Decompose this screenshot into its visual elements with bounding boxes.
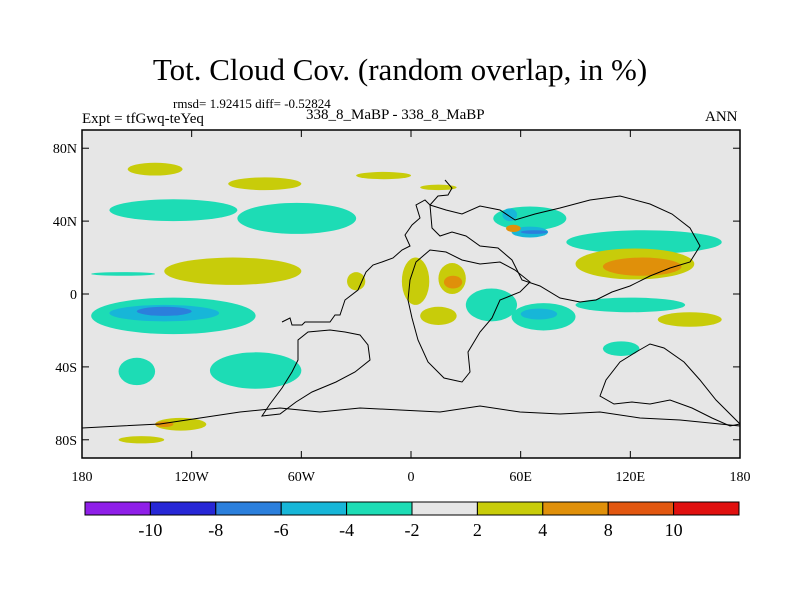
anomaly-region-0 xyxy=(109,199,238,222)
colorbar-label: -6 xyxy=(274,520,289,540)
colorbar-box xyxy=(84,501,151,516)
colorbar-label: 8 xyxy=(604,520,613,540)
x-tick-label: 60W xyxy=(288,470,316,485)
anomaly-region-19 xyxy=(209,352,302,389)
coastline-africa xyxy=(407,249,531,383)
colorbar-box xyxy=(346,501,413,516)
y-tick-label: 40S xyxy=(55,361,77,376)
anomaly-region-34 xyxy=(127,162,183,176)
anomaly-region-32 xyxy=(602,341,640,356)
colorbar-label: 2 xyxy=(473,520,482,540)
anomaly-region-30 xyxy=(575,297,686,313)
colorbar-box xyxy=(607,501,675,516)
colorbar-box xyxy=(149,501,217,516)
x-tick-label: 60E xyxy=(509,470,532,485)
anomaly-region-33 xyxy=(420,306,457,325)
anomaly-region-26 xyxy=(347,272,366,291)
anomaly-region-4 xyxy=(356,171,412,180)
coastline-south-america xyxy=(260,329,371,417)
colorbar-label: 10 xyxy=(665,520,683,540)
x-tick-label: 180 xyxy=(730,470,751,485)
case-label: 338_8_MaBP - 338_8_MaBP xyxy=(306,107,485,123)
x-tick-label: 0 xyxy=(408,470,415,485)
anomaly-region-14 xyxy=(164,257,302,285)
y-tick-label: 0 xyxy=(70,288,77,303)
coastline-north-america xyxy=(281,179,453,326)
coastline-eurasia xyxy=(429,195,701,303)
colorbar-box xyxy=(476,501,544,516)
anomaly-region-11 xyxy=(566,230,722,254)
anomaly-region-2 xyxy=(91,272,156,276)
anomaly-region-22 xyxy=(118,436,165,444)
colorbar-box xyxy=(673,501,740,516)
chart-title: Tot. Cloud Cov. (random overlap, in %) xyxy=(152,52,648,87)
colorbar-label: -8 xyxy=(208,520,223,540)
anomaly-region-3 xyxy=(228,177,302,191)
colorbar-label: -4 xyxy=(339,520,354,540)
colorbar-box xyxy=(542,501,609,516)
anomaly-region-29 xyxy=(520,308,558,320)
anomaly-region-1 xyxy=(237,202,357,234)
colorbar-label: 4 xyxy=(538,520,547,540)
y-tick-label: 40N xyxy=(53,215,77,230)
colorbar-box xyxy=(215,501,282,516)
anomaly-region-20 xyxy=(155,417,207,431)
colorbar-box xyxy=(280,501,348,516)
y-tick-label: 80S xyxy=(55,434,77,449)
x-tick-label: 180 xyxy=(72,470,93,485)
anomaly-region-25 xyxy=(443,275,463,289)
colorbar-label: -2 xyxy=(405,520,420,540)
season-label: ANN xyxy=(705,109,738,125)
anomaly-region-31 xyxy=(657,312,722,327)
stats-label: rmsd= 1.92415 diff= -0.52824 xyxy=(173,96,331,111)
anomaly-region-9 xyxy=(520,230,549,234)
experiment-label: Expt = tfGwq-teYeq xyxy=(82,111,204,127)
y-tick-label: 80N xyxy=(53,142,77,157)
anomaly-region-5 xyxy=(420,184,457,191)
anomaly-region-10 xyxy=(506,224,521,233)
anomaly-region-18 xyxy=(118,357,156,386)
x-tick-label: 120E xyxy=(616,470,646,485)
anomaly-region-27 xyxy=(465,288,518,322)
colorbar-box xyxy=(411,501,478,516)
coastline-antarctica xyxy=(82,405,740,429)
x-tick-label: 120W xyxy=(175,470,210,485)
coastline-australia xyxy=(599,343,740,427)
anomaly-region-7 xyxy=(502,208,518,222)
colorbar-label: -10 xyxy=(138,520,162,540)
anomaly-region-17 xyxy=(136,306,192,316)
